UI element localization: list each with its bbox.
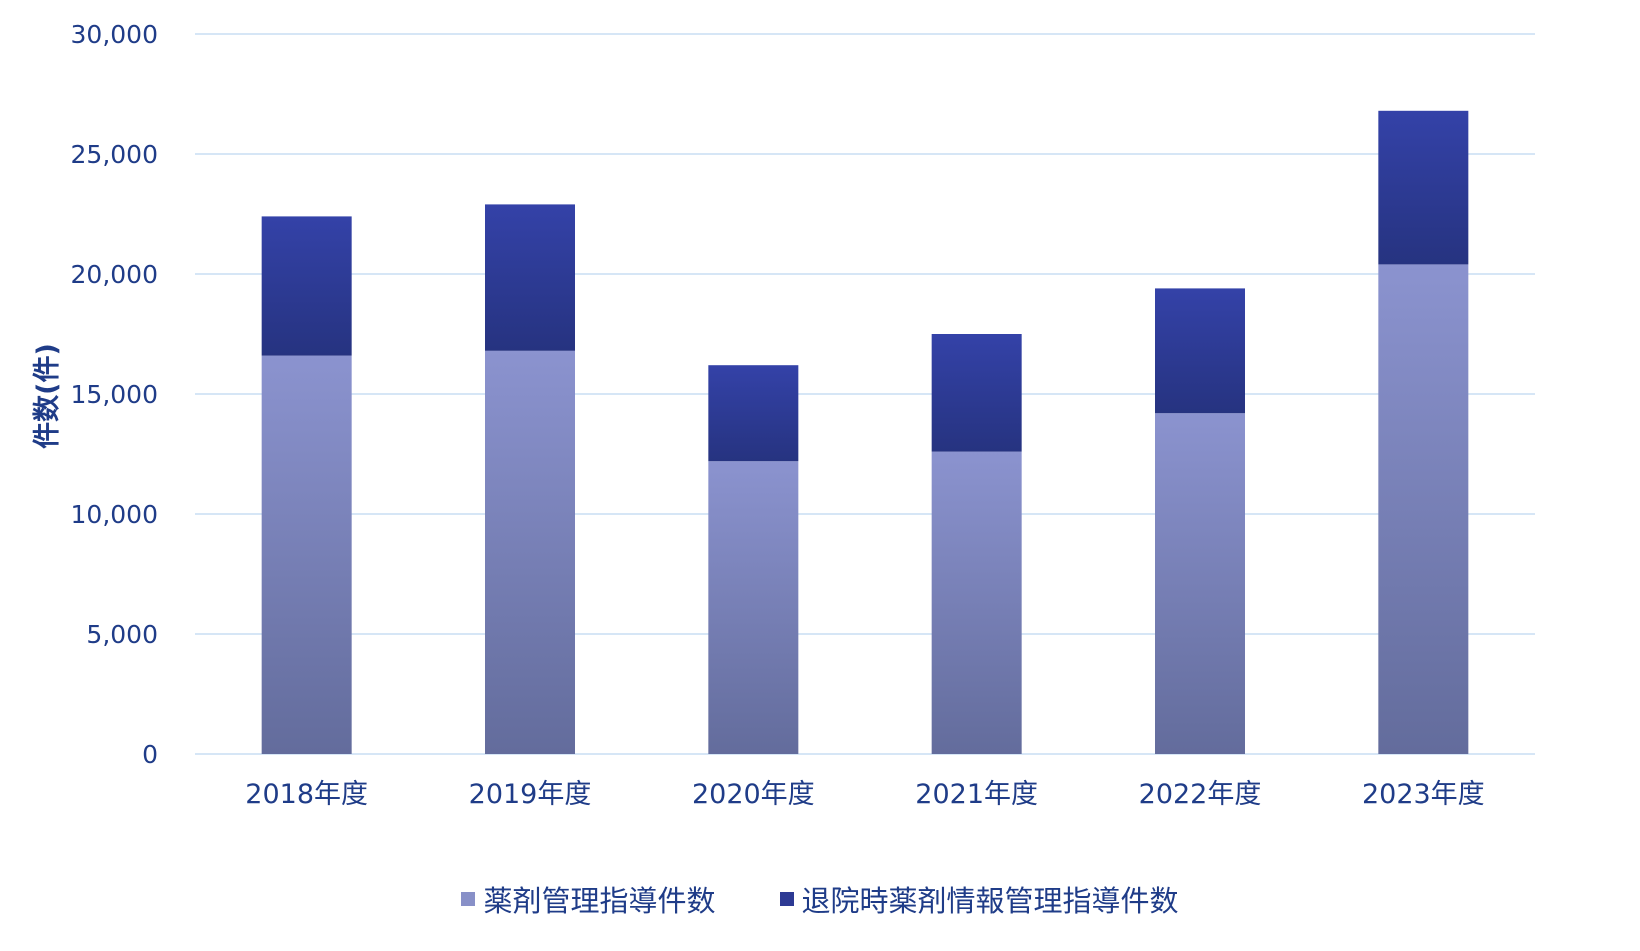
legend-swatch-series-1 bbox=[779, 892, 794, 906]
y-axis-ticks: 0 5,000 10,000 15,000 20,000 25,000 30,000 bbox=[71, 20, 158, 769]
legend-item-series-0: 薬剤管理指導件数 bbox=[461, 878, 716, 920]
x-category-label: 2018年度 bbox=[245, 779, 368, 810]
gridlines bbox=[195, 33, 1535, 755]
y-tick-label: 25,000 bbox=[71, 140, 158, 169]
x-axis-labels: 2018年度 2019年度 2020年度 2021年度 2022年度 2023年度 bbox=[245, 779, 1484, 810]
legend-item-series-1: 退院時薬剤情報管理指導件数 bbox=[779, 878, 1179, 920]
y-tick-label: 10,000 bbox=[71, 500, 158, 529]
x-category-label: 2022年度 bbox=[1139, 779, 1262, 810]
y-tick-label: 30,000 bbox=[71, 20, 158, 49]
bar-segment-series-1 bbox=[1155, 288, 1245, 414]
y-axis-title: 件数(件) bbox=[32, 343, 63, 449]
y-tick-label: 20,000 bbox=[71, 260, 158, 289]
bar-segment-series-0 bbox=[261, 355, 352, 754]
x-category-label: 2023年度 bbox=[1362, 779, 1485, 810]
legend-label-series-0: 薬剤管理指導件数 bbox=[483, 884, 716, 918]
bar-segment-series-0 bbox=[485, 350, 575, 754]
bar-segment-series-1 bbox=[261, 216, 352, 356]
bars bbox=[261, 110, 1469, 754]
x-category-label: 2021年度 bbox=[915, 779, 1038, 810]
x-category-label: 2020年度 bbox=[692, 779, 815, 810]
bar-segment-series-0 bbox=[931, 451, 1022, 754]
bar-segment-series-1 bbox=[485, 204, 575, 351]
y-tick-label: 15,000 bbox=[71, 380, 158, 409]
y-tick-label: 5,000 bbox=[86, 620, 158, 649]
bar-segment-series-0 bbox=[1378, 264, 1469, 754]
legend-swatch-series-0 bbox=[461, 892, 476, 906]
x-category-label: 2019年度 bbox=[469, 779, 592, 810]
legend-label-series-1: 退院時薬剤情報管理指導件数 bbox=[801, 884, 1179, 918]
bar-segment-series-1 bbox=[708, 365, 799, 462]
y-tick-label: 0 bbox=[142, 740, 158, 769]
bar-segment-series-0 bbox=[1155, 413, 1245, 754]
bar-segment-series-1 bbox=[931, 334, 1022, 452]
legend: 薬剤管理指導件数 退院時薬剤情報管理指導件数 bbox=[0, 878, 1640, 920]
bar-segment-series-0 bbox=[708, 461, 799, 754]
bar-segment-series-1 bbox=[1378, 110, 1469, 265]
